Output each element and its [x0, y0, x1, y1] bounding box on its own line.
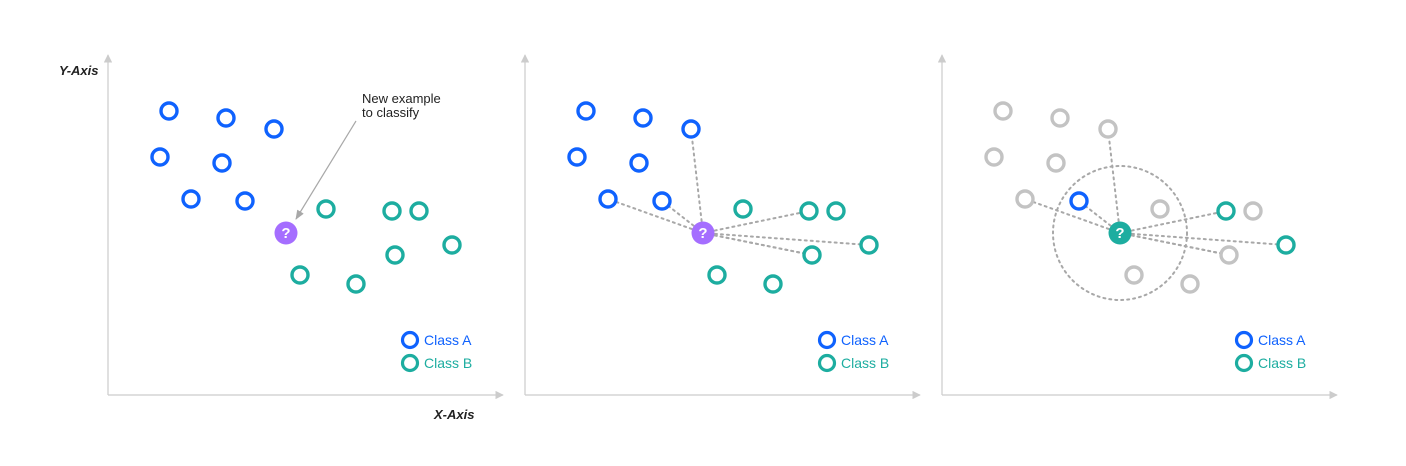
legend-swatch-class-a [817, 330, 837, 350]
data-point-class-b [1276, 235, 1296, 255]
data-point-class-b [442, 235, 462, 255]
data-point-class-b [763, 274, 783, 294]
legend-swatch-class-b [817, 353, 837, 373]
data-point-class-b [1243, 201, 1263, 221]
data-point-class-a [212, 153, 232, 173]
data-point-class-a [181, 189, 201, 209]
data-point-class-b [733, 199, 753, 219]
data-point-class-a [1098, 119, 1118, 139]
distance-line [702, 232, 870, 246]
legend-label-class-a: Class A [424, 332, 472, 348]
data-point-class-a [993, 101, 1013, 121]
data-point-class-a [681, 119, 701, 139]
y-axis-label: Y-Axis [59, 63, 99, 78]
distance-line [690, 128, 704, 234]
distance-line [1119, 210, 1227, 234]
legend-swatch-class-b [1234, 353, 1254, 373]
legend-swatch-class-b [400, 353, 420, 373]
data-point-class-a [652, 191, 672, 211]
data-point-class-b [802, 245, 822, 265]
legend-label-class-a: Class A [841, 332, 889, 348]
x-axis-label: X-Axis [433, 407, 474, 422]
data-point-class-a [159, 101, 179, 121]
data-point-class-b [826, 201, 846, 221]
data-point-class-a [633, 108, 653, 128]
data-point-class-a [1050, 108, 1070, 128]
data-point-class-a [264, 119, 284, 139]
data-point-class-b [290, 265, 310, 285]
distance-line [1119, 232, 1287, 246]
query-point [691, 221, 715, 245]
data-point-class-a [984, 147, 1004, 167]
data-point-class-b [1124, 265, 1144, 285]
data-point-class-b [1150, 199, 1170, 219]
data-point-class-b [799, 201, 819, 221]
data-point-class-b [1180, 274, 1200, 294]
query-point [1108, 221, 1132, 245]
data-point-class-b [707, 265, 727, 285]
annotation-line-2: to classify [362, 105, 420, 120]
data-point-class-b [316, 199, 336, 219]
annotation-arrow [295, 120, 357, 220]
data-point-class-b [382, 201, 402, 221]
data-point-class-a [1015, 189, 1035, 209]
legend-label-class-b: Class B [841, 355, 889, 371]
data-point-class-b [409, 201, 429, 221]
data-point-class-a [567, 147, 587, 167]
data-point-class-a [235, 191, 255, 211]
annotation-line-1: New example [362, 91, 441, 106]
distance-line [702, 210, 810, 234]
panels-layer: ? Class A Class B? Class A Class B? Class A Cl… [103, 54, 1338, 400]
data-point-class-b [1216, 201, 1236, 221]
data-point-class-b [859, 235, 879, 255]
query-mark: ? [1115, 225, 1124, 242]
data-point-class-a [216, 108, 236, 128]
legend-swatch-class-a [400, 330, 420, 350]
legend-label-class-b: Class B [424, 355, 472, 371]
distance-line [1119, 232, 1230, 256]
neighborhood-circle [1052, 165, 1188, 301]
query-mark: ? [281, 225, 290, 242]
panel-distances: ? Class A Class B [520, 54, 921, 400]
distance-line [1107, 128, 1121, 234]
distance-line [1024, 198, 1121, 234]
distance-line [607, 198, 704, 234]
panel-original: ? Class A Class B [103, 54, 504, 400]
legend-label-class-a: Class A [1258, 332, 1306, 348]
data-point-class-b [1219, 245, 1239, 265]
query-point [274, 221, 298, 245]
legend-swatch-class-a [1234, 330, 1254, 350]
query-mark: ? [698, 225, 707, 242]
data-point-class-b [346, 274, 366, 294]
data-point-class-a [1046, 153, 1066, 173]
data-point-class-b [385, 245, 405, 265]
data-point-class-a [1069, 191, 1089, 211]
distance-line [702, 232, 813, 256]
legend-label-class-b: Class B [1258, 355, 1306, 371]
data-point-class-a [150, 147, 170, 167]
data-point-class-a [598, 189, 618, 209]
data-point-class-a [576, 101, 596, 121]
data-point-class-a [629, 153, 649, 173]
panel-vote: ? Class A Class B [937, 54, 1338, 400]
